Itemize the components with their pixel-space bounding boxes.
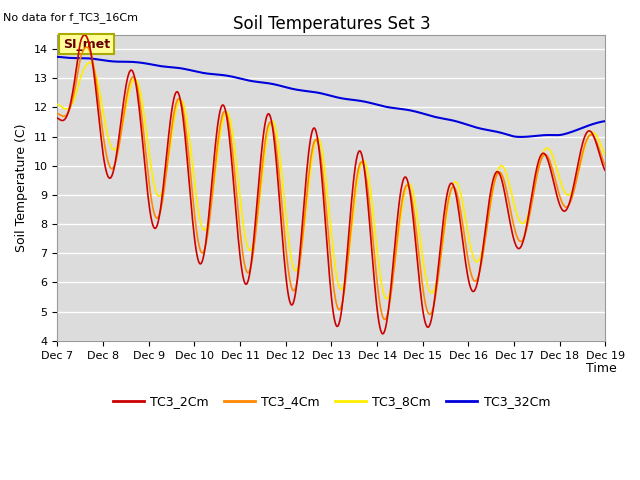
X-axis label: Time: Time xyxy=(586,362,616,375)
Y-axis label: Soil Temperature (C): Soil Temperature (C) xyxy=(15,123,28,252)
Title: Soil Temperatures Set 3: Soil Temperatures Set 3 xyxy=(232,15,430,33)
Legend: TC3_2Cm, TC3_4Cm, TC3_8Cm, TC3_32Cm: TC3_2Cm, TC3_4Cm, TC3_8Cm, TC3_32Cm xyxy=(108,390,555,413)
Text: No data for f_TC3_16Cm: No data for f_TC3_16Cm xyxy=(3,12,138,23)
Text: SI_met: SI_met xyxy=(63,38,110,51)
